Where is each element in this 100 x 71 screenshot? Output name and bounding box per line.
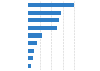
Bar bbox=[28, 64, 31, 68]
Bar bbox=[28, 56, 33, 60]
Bar bbox=[28, 18, 60, 22]
Bar bbox=[28, 11, 61, 15]
Bar bbox=[28, 41, 37, 45]
Bar bbox=[28, 3, 74, 7]
Bar bbox=[28, 33, 42, 38]
Bar bbox=[28, 49, 34, 53]
Bar bbox=[28, 26, 57, 30]
